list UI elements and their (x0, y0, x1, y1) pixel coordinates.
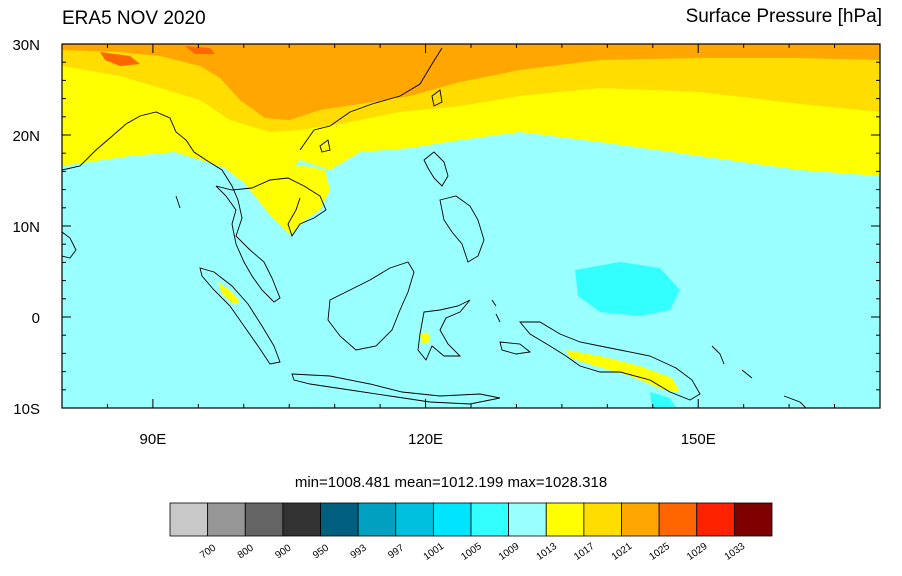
colorbar-label: 1025 (647, 541, 672, 563)
lon-tick-label: 120E (408, 431, 443, 448)
colorbar-label: 1009 (497, 541, 522, 563)
colorbar-label: 1021 (610, 541, 635, 563)
colorbar-label: 1001 (422, 541, 447, 563)
colorbar-swatch (545, 502, 585, 537)
region-low-patch (575, 262, 680, 316)
colorbar-labels: 700 800 900 950 993 997 1001 1005 1009 1013 1017 10… (198, 541, 747, 563)
lat-tick-label: 10S (13, 401, 40, 418)
colorbar-swatch (357, 502, 397, 537)
map-title: ERA5 NOV 2020 (62, 8, 206, 29)
colorbar (169, 502, 773, 537)
region-high-pressure (62, 44, 880, 120)
colorbar-swatch (395, 502, 434, 537)
colorbar-swatch (696, 502, 735, 537)
colorbar-label: 1017 (572, 541, 597, 563)
colorbar-swatch (658, 502, 698, 537)
colorbar-label: 993 (349, 542, 369, 561)
colorbar-swatch (169, 502, 209, 537)
colorbar-label: 1013 (535, 541, 560, 563)
colorbar-label: 1033 (723, 541, 748, 563)
colorbar-swatch (282, 502, 321, 537)
variable-title: Surface Pressure [hPa] (685, 6, 882, 27)
lat-tick-label: 10N (12, 219, 40, 236)
region-peak (100, 52, 140, 66)
colorbar-swatch (733, 502, 773, 537)
axis-tick-labels: 90E 120E 150E 30N 20N 10N 0 10S (12, 37, 715, 448)
region-png-patch (566, 350, 680, 392)
lat-tick-label: 20N (12, 128, 40, 145)
colorbar-swatch (470, 502, 510, 537)
axis-ticks (61, 43, 881, 409)
colorbar-swatch (207, 502, 246, 537)
region-sulawesi-patch (420, 332, 430, 344)
coastlines (62, 47, 807, 408)
colorbar-label: 1029 (685, 541, 710, 563)
colorbar-label: 997 (386, 542, 406, 561)
lat-tick-label: 30N (12, 37, 40, 54)
region-indochina (230, 165, 330, 235)
summary-stats: min=1008.481 mean=1012.199 max=1028.318 (294, 474, 608, 491)
lon-tick-label: 90E (140, 431, 167, 448)
region-sumatra-patch (218, 282, 240, 304)
colorbar-label: 800 (236, 542, 256, 561)
pressure-field (62, 44, 880, 408)
region-peak-2 (185, 46, 215, 54)
lon-tick-label: 150E (681, 431, 716, 448)
colorbar-label: 950 (311, 542, 331, 561)
colorbar-swatch (432, 502, 472, 537)
colorbar-label: 900 (273, 542, 293, 561)
colorbar-label: 1005 (459, 541, 484, 563)
colorbar-swatch (244, 502, 284, 537)
region-low-patch-2 (650, 392, 676, 408)
colorbar-swatch (583, 502, 622, 537)
colorbar-swatch (508, 502, 547, 537)
lat-tick-label: 0 (32, 310, 40, 327)
colorbar-swatch (621, 502, 660, 537)
colorbar-label: 700 (198, 542, 218, 561)
colorbar-swatch (320, 502, 359, 537)
